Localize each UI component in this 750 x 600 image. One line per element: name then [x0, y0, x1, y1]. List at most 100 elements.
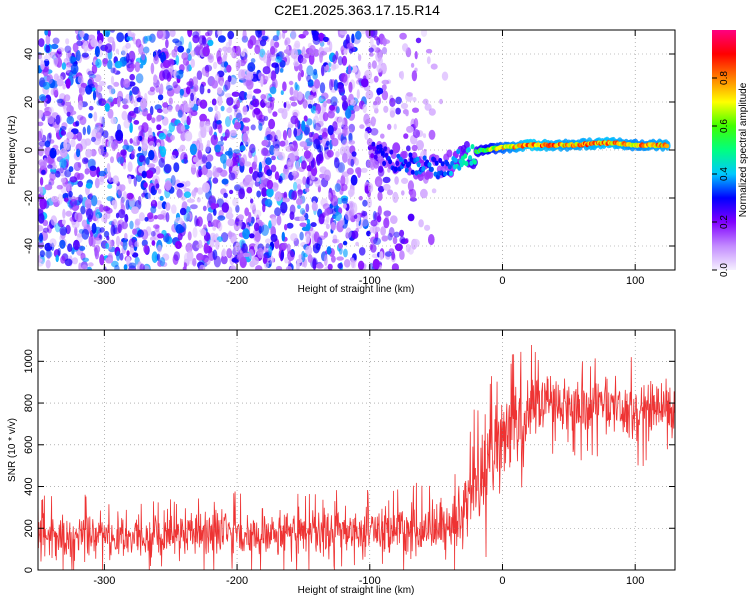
- noise-blob: [360, 30, 367, 35]
- noise-blob: [290, 115, 299, 125]
- noise-blob: [274, 41, 280, 48]
- noise-blob: [54, 122, 60, 133]
- noise-blob: [162, 102, 169, 108]
- noise-blob: [228, 230, 233, 240]
- noise-blob: [248, 249, 254, 260]
- noise-blob: [340, 174, 346, 187]
- noise-blob: [46, 248, 51, 260]
- snr-grid: [38, 330, 675, 571]
- noise-blob: [126, 36, 133, 41]
- noise-blob: [439, 98, 443, 105]
- noise-blob: [106, 196, 114, 202]
- noise-blob: [271, 78, 278, 90]
- noise-blob: [317, 144, 322, 153]
- noise-blob: [337, 162, 345, 173]
- noise-blob: [250, 202, 256, 211]
- noise-blob: [407, 246, 414, 255]
- noise-blob: [342, 240, 348, 246]
- noise-blob: [283, 102, 287, 108]
- noise-blob: [299, 222, 307, 228]
- noise-blob: [248, 211, 252, 224]
- noise-blob: [426, 56, 431, 65]
- noise-blob: [418, 219, 424, 228]
- noise-blob: [392, 142, 401, 154]
- noise-blob: [302, 46, 306, 58]
- noise-blob: [296, 260, 300, 270]
- noise-blob: [315, 263, 324, 269]
- noise-blob: [286, 101, 290, 112]
- noise-blob: [350, 257, 355, 269]
- noise-blob: [183, 252, 190, 264]
- noise-blob: [367, 62, 372, 70]
- spectrogram-x-tick-label: -200: [226, 275, 248, 287]
- noise-blob: [217, 95, 223, 106]
- noise-blob: [331, 255, 336, 263]
- noise-blob: [38, 240, 44, 249]
- noise-blob: [63, 139, 71, 151]
- noise-blob: [198, 35, 206, 45]
- noise-blob: [38, 121, 44, 127]
- noise-blob: [381, 235, 389, 242]
- noise-blob: [85, 148, 93, 158]
- noise-blob: [83, 158, 89, 163]
- noise-blob: [402, 43, 409, 52]
- noise-blob: [167, 105, 173, 113]
- signal-halo: [463, 141, 470, 149]
- noise-blob: [86, 124, 91, 135]
- noise-blob: [175, 70, 184, 80]
- noise-blob: [128, 262, 137, 269]
- noise-blob: [329, 79, 333, 91]
- noise-blob: [174, 45, 179, 52]
- noise-blob: [428, 108, 436, 116]
- noise-blob: [101, 137, 107, 148]
- noise-blob: [153, 55, 160, 65]
- noise-blob: [282, 81, 287, 92]
- noise-blob: [129, 73, 135, 81]
- spectrogram-x-tick-label: -300: [93, 275, 115, 287]
- noise-blob: [349, 99, 357, 107]
- snr-x-axis-label: Height of straight line (km): [298, 585, 415, 596]
- noise-blob: [247, 62, 256, 72]
- noise-blob: [368, 47, 374, 53]
- noise-blob: [327, 110, 335, 119]
- noise-blob: [94, 46, 100, 58]
- noise-blob: [110, 30, 115, 33]
- noise-blob: [122, 191, 128, 201]
- noise-blob: [119, 184, 126, 192]
- noise-blob: [68, 190, 73, 198]
- noise-blob: [295, 160, 300, 172]
- noise-blob: [62, 83, 66, 90]
- noise-blob: [55, 254, 59, 263]
- noise-blob: [200, 126, 207, 139]
- noise-blob: [297, 71, 302, 82]
- noise-blob: [157, 244, 162, 253]
- signal-core: [432, 157, 437, 163]
- noise-blob: [216, 30, 223, 36]
- noise-blob: [224, 79, 231, 91]
- noise-blob: [338, 242, 343, 249]
- noise-blob: [156, 142, 161, 147]
- noise-blob: [399, 32, 407, 40]
- noise-blob: [93, 111, 98, 122]
- noise-blob: [181, 52, 189, 61]
- noise-blob: [358, 195, 363, 201]
- noise-blob: [274, 207, 282, 217]
- noise-blob: [250, 124, 256, 131]
- noise-blob: [217, 215, 226, 221]
- noise-blob: [108, 96, 114, 103]
- signal-core: [427, 162, 432, 168]
- noise-blob: [170, 175, 176, 186]
- signal-core: [398, 156, 403, 162]
- noise-blob: [406, 145, 411, 152]
- noise-blob: [268, 118, 276, 130]
- noise-blob: [65, 210, 73, 217]
- noise-blob: [59, 167, 64, 173]
- noise-blob: [254, 231, 261, 243]
- noise-blob: [66, 131, 74, 140]
- noise-blob: [59, 148, 68, 158]
- noise-blob: [131, 252, 139, 258]
- signal-core: [470, 144, 475, 150]
- noise-blob: [279, 140, 286, 147]
- noise-blob: [286, 158, 294, 170]
- noise-blob: [291, 148, 299, 160]
